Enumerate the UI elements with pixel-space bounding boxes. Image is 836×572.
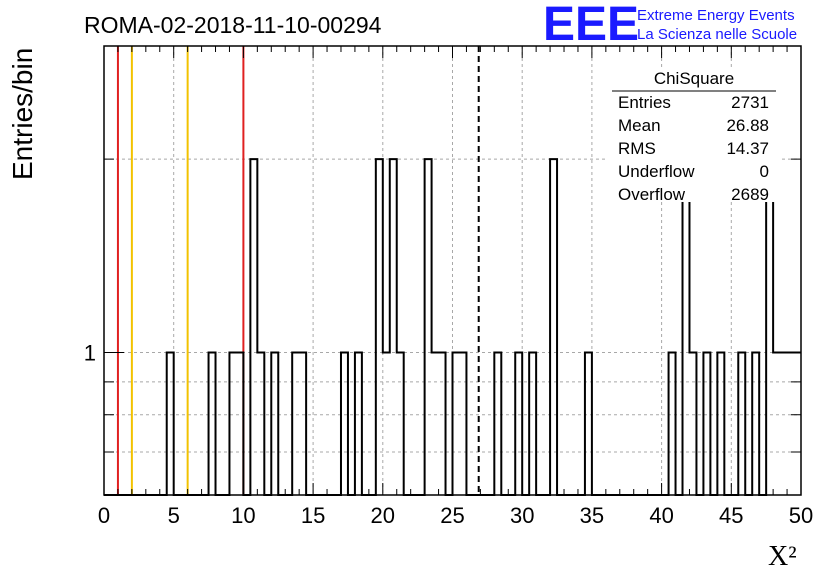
- x-tick-label: 25: [440, 503, 464, 528]
- histogram-bin: [453, 352, 460, 495]
- stats-label: Overflow: [618, 185, 686, 204]
- stats-rows: Entries 2731 Mean 26.88 RMS 14.37 Underflow 0 Ov…: [618, 93, 769, 204]
- logo-line-2: La Scienza nelle Scuole: [637, 26, 797, 43]
- histogram-bin: [271, 352, 278, 495]
- stats-value: 26.88: [726, 116, 769, 135]
- stats-label: RMS: [618, 139, 656, 158]
- histogram-bin: [250, 159, 257, 495]
- y-tick-label: 1: [84, 340, 96, 365]
- histogram-bin: [529, 352, 536, 495]
- x-tick-label: 0: [98, 503, 110, 528]
- histogram-bin: [229, 352, 236, 495]
- histogram-bin: [766, 159, 773, 495]
- stats-value: 14.37: [726, 139, 769, 158]
- x-tick-label: 20: [371, 503, 395, 528]
- x-tick-labels: 0 5 10 15 20 25 30 35 40 45 50: [98, 503, 813, 528]
- histogram-bin: [550, 159, 557, 495]
- stats-label: Mean: [618, 116, 661, 135]
- histogram-bin: [717, 352, 724, 495]
- x-tick-label: 15: [301, 503, 325, 528]
- x-tick-label: 40: [649, 503, 673, 528]
- stats-label: Entries: [618, 93, 671, 112]
- axes: [103, 45, 802, 496]
- stats-value: 0: [760, 162, 769, 181]
- histogram-outline: [104, 158, 801, 496]
- histogram-bin: [683, 159, 690, 495]
- eee-logo: EEE Extreme Energy Events La Scienza nel…: [543, 0, 797, 51]
- histogram-bin: [257, 352, 264, 495]
- x-axis-label: X²: [768, 541, 797, 572]
- histogram-bin: [390, 159, 397, 495]
- histogram-bin: [355, 352, 362, 495]
- histogram-bin: [794, 352, 801, 495]
- histogram-bin: [780, 352, 787, 495]
- x-tick-label: 30: [510, 503, 534, 528]
- histogram-bin: [689, 352, 696, 495]
- x-tick-label: 10: [231, 503, 255, 528]
- x-tick-label: 50: [789, 503, 813, 528]
- y-tick-labels: 1: [84, 340, 96, 365]
- histogram-bin: [439, 352, 446, 495]
- histogram-bars: [104, 158, 801, 496]
- histogram-bin: [738, 352, 745, 495]
- stats-label: Underflow: [618, 162, 695, 181]
- histogram-bin: [773, 352, 780, 495]
- histogram-bin: [236, 352, 243, 495]
- stats-value: 2731: [731, 93, 769, 112]
- histogram-bin: [669, 352, 676, 495]
- stats-title: ChiSquare: [654, 69, 734, 88]
- stats-box-bg: [608, 70, 780, 202]
- histogram-bin: [787, 352, 794, 495]
- x-tick-label: 45: [719, 503, 743, 528]
- histogram-bin: [376, 159, 383, 495]
- histogram-bin: [459, 352, 466, 495]
- x-tick-label: 35: [580, 503, 604, 528]
- histogram-bin: [494, 352, 501, 495]
- histogram-bin: [585, 352, 592, 495]
- stats-box: ChiSquare Entries 2731 Mean 26.88 RMS 14.37 Un…: [608, 69, 780, 204]
- histogram-bin: [752, 352, 759, 495]
- stats-value: 2689: [731, 185, 769, 204]
- histogram-bin: [397, 352, 404, 495]
- x-tick-label: 5: [168, 503, 180, 528]
- reference-lines: [116, 46, 245, 495]
- chart-title: ROMA-02-2018-11-10-00294: [84, 12, 382, 38]
- histogram-bin: [703, 352, 710, 495]
- histogram-bin: [341, 352, 348, 495]
- histogram-bin: [383, 352, 390, 495]
- logo-mark: EEE: [543, 0, 639, 51]
- histogram-bin: [209, 352, 216, 495]
- histogram-bin: [515, 352, 522, 495]
- histogram-bin: [299, 352, 306, 495]
- histogram-bin: [425, 159, 432, 495]
- histogram-bin: [432, 352, 439, 495]
- logo-line-1: Extreme Energy Events: [637, 7, 795, 24]
- y-axis-label: Entries/bin: [7, 48, 38, 180]
- histogram-bin: [167, 352, 174, 495]
- histogram-bin: [292, 352, 299, 495]
